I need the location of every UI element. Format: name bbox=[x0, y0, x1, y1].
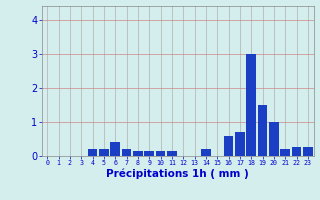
Bar bbox=[292, 147, 301, 156]
Bar bbox=[280, 149, 290, 156]
Bar bbox=[235, 132, 245, 156]
X-axis label: Précipitations 1h ( mm ): Précipitations 1h ( mm ) bbox=[106, 169, 249, 179]
Bar bbox=[88, 149, 97, 156]
Bar bbox=[110, 142, 120, 156]
Bar bbox=[201, 149, 211, 156]
Bar bbox=[167, 151, 177, 156]
Bar bbox=[224, 136, 233, 156]
Bar bbox=[258, 105, 268, 156]
Bar bbox=[133, 151, 143, 156]
Bar bbox=[246, 54, 256, 156]
Bar bbox=[144, 151, 154, 156]
Bar bbox=[303, 147, 313, 156]
Bar bbox=[156, 151, 165, 156]
Bar bbox=[99, 149, 109, 156]
Bar bbox=[122, 149, 132, 156]
Bar bbox=[269, 122, 279, 156]
